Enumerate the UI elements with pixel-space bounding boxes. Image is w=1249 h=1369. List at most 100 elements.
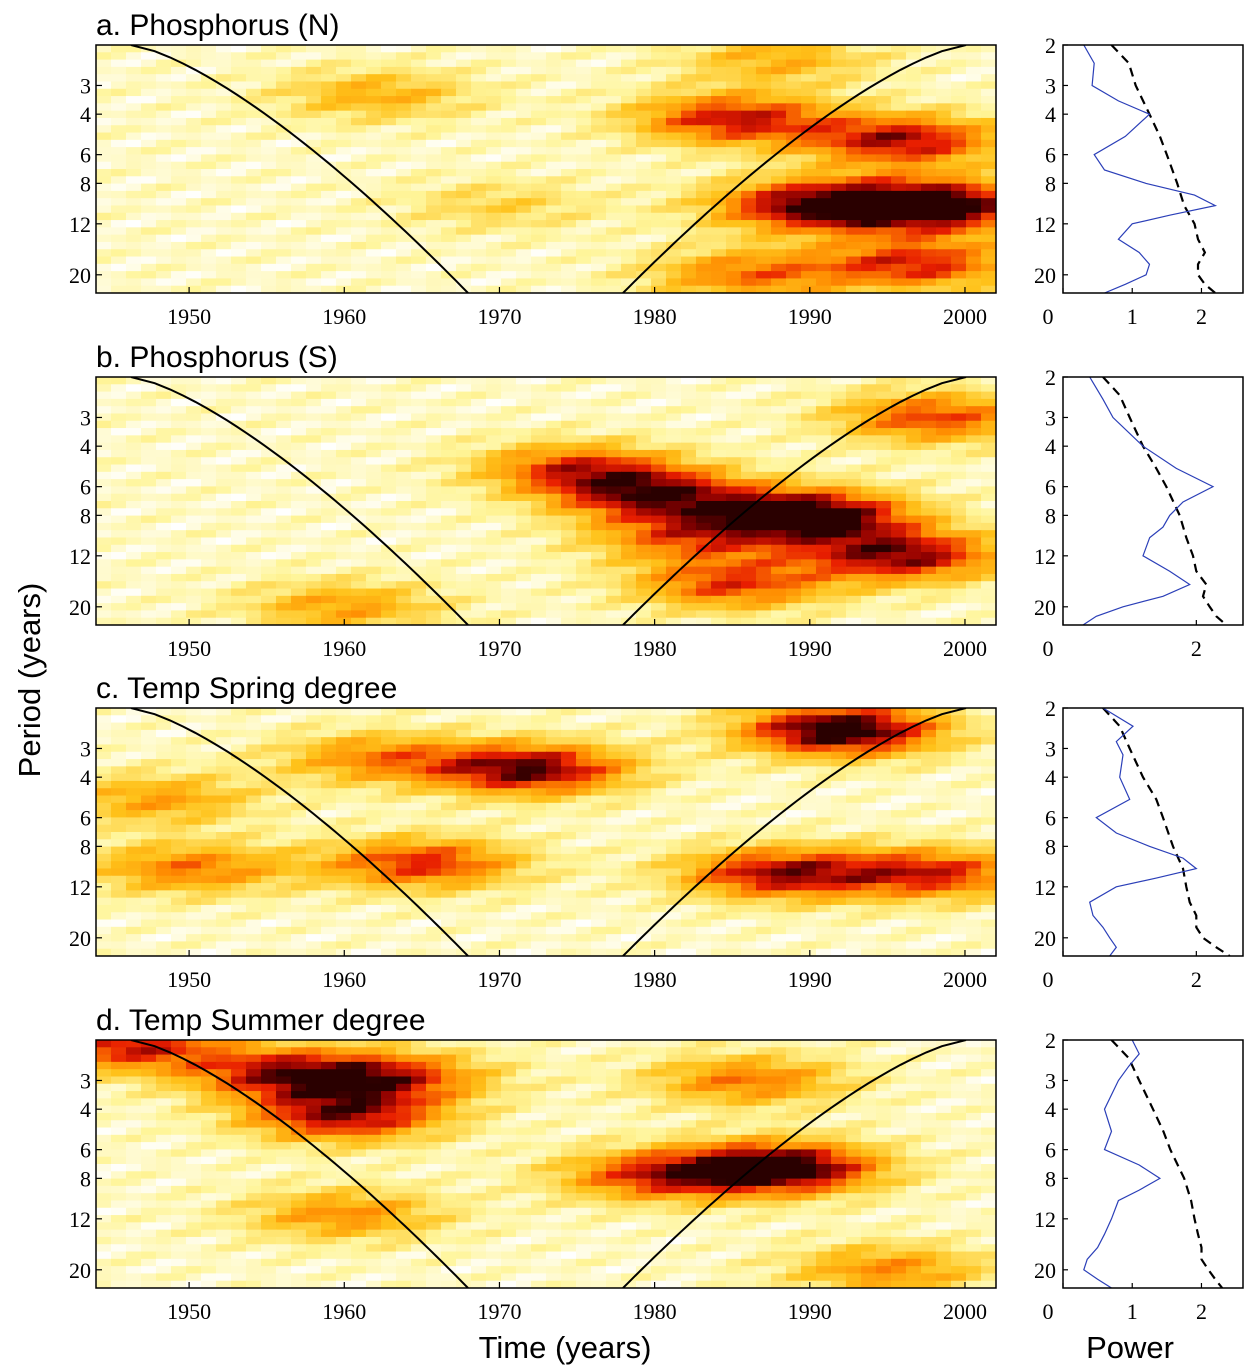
heatmap-cell xyxy=(186,773,202,782)
heatmap-cell xyxy=(636,442,652,451)
heatmap-cell xyxy=(951,603,967,612)
heatmap-cell xyxy=(201,139,217,148)
heatmap-cell xyxy=(891,588,907,597)
heatmap-cell xyxy=(336,241,352,250)
heatmap-cell xyxy=(291,169,307,177)
heatmap-cell xyxy=(621,398,637,407)
heatmap-cell xyxy=(786,744,802,753)
heatmap-cell xyxy=(291,125,307,134)
heatmap-cell xyxy=(126,161,142,170)
heatmap-cell xyxy=(771,125,787,134)
heatmap-cell xyxy=(381,234,397,243)
heatmap-cell xyxy=(531,413,547,422)
heatmap-cell xyxy=(186,449,202,458)
heatmap-cell xyxy=(831,595,847,604)
heatmap-cell xyxy=(291,795,307,804)
heatmap-cell xyxy=(816,183,832,192)
heatmap-cell xyxy=(666,234,682,243)
heatmap-cell xyxy=(441,132,457,141)
heatmap-cell xyxy=(141,176,157,185)
heatmap-cell xyxy=(576,263,592,272)
heatmap-cell xyxy=(156,566,172,575)
heatmap-cell xyxy=(711,708,727,716)
heatmap-cell xyxy=(216,125,232,134)
heatmap-cell xyxy=(441,581,457,590)
heatmap-cell xyxy=(861,110,877,119)
heatmap-cell xyxy=(561,176,577,185)
heatmap-cell xyxy=(981,759,996,767)
heatmap-cell xyxy=(711,66,727,75)
heatmap-cell xyxy=(921,508,937,517)
heatmap-cell xyxy=(966,559,982,568)
heatmap-cell xyxy=(111,81,127,90)
heatmap-cell xyxy=(441,391,457,400)
heatmap-cell xyxy=(321,471,337,480)
heatmap-cell xyxy=(921,493,937,502)
heatmap-cell xyxy=(831,377,847,385)
heatmap-cell xyxy=(546,544,562,553)
heatmap-cell xyxy=(291,398,307,407)
heatmap-cell xyxy=(486,617,502,625)
heatmap-cell xyxy=(741,588,757,597)
heatmap-cell xyxy=(831,464,847,473)
heatmap-cell xyxy=(861,74,877,83)
heatmap-cell xyxy=(201,66,217,75)
heatmap-cell xyxy=(396,530,412,539)
heatmap-cell xyxy=(141,263,157,272)
heatmap-cell xyxy=(276,744,292,753)
heatmap-cell xyxy=(231,52,247,61)
heatmap-cell xyxy=(831,406,847,415)
heatmap-cell xyxy=(681,227,697,236)
heatmap-cell xyxy=(501,52,517,61)
heatmap-cell xyxy=(126,220,142,228)
heatmap-cell xyxy=(921,737,937,746)
heatmap-cell xyxy=(456,117,472,126)
heatmap-cell xyxy=(951,147,967,156)
heatmap-cell xyxy=(141,52,157,61)
heatmap-cell xyxy=(591,715,607,724)
heatmap-cell xyxy=(636,766,652,775)
heatmap-cell xyxy=(306,249,322,258)
heatmap-cell xyxy=(636,471,652,480)
heatmap-cell xyxy=(906,479,922,488)
heatmap-cell xyxy=(306,751,322,760)
heatmap-cell xyxy=(741,59,757,68)
heatmap-cell xyxy=(831,479,847,488)
heatmap-cell xyxy=(186,751,202,760)
heatmap-cell xyxy=(381,110,397,119)
heatmap-cell xyxy=(801,391,817,400)
heatmap-cell xyxy=(816,508,832,517)
heatmap-cell xyxy=(861,457,877,466)
heatmap-cell xyxy=(201,744,217,753)
heatmap-cell xyxy=(801,603,817,612)
heatmap-cell xyxy=(786,103,802,112)
heatmap-cell xyxy=(201,471,217,480)
heatmap-cell xyxy=(276,759,292,767)
heatmap-cell xyxy=(981,285,996,293)
heatmap-cell xyxy=(936,442,952,451)
heatmap-cell xyxy=(591,183,607,192)
heatmap-cell xyxy=(981,256,996,265)
heatmap-cell xyxy=(141,139,157,148)
heatmap-cell xyxy=(786,391,802,400)
heatmap-cell xyxy=(711,234,727,243)
heatmap-cell xyxy=(981,442,996,451)
heatmap-cell xyxy=(546,220,562,228)
heatmap-cell xyxy=(216,183,232,192)
heatmap-cell xyxy=(516,795,532,804)
heatmap-cell xyxy=(321,391,337,400)
heatmap-cell xyxy=(516,398,532,407)
heatmap-cell xyxy=(726,522,742,531)
heatmap-cell xyxy=(321,780,337,789)
heatmap-cell xyxy=(336,125,352,134)
heatmap-cell xyxy=(921,220,937,228)
heatmap-cell xyxy=(231,435,247,444)
heatmap-cell xyxy=(411,420,427,429)
heatmap-cell xyxy=(951,161,967,170)
heatmap-cell xyxy=(201,110,217,119)
heatmap-cell xyxy=(261,391,277,400)
heatmap-cell xyxy=(516,117,532,126)
heatmap-cell xyxy=(846,398,862,407)
heatmap-cell xyxy=(561,398,577,407)
heatmap-cell xyxy=(141,603,157,612)
